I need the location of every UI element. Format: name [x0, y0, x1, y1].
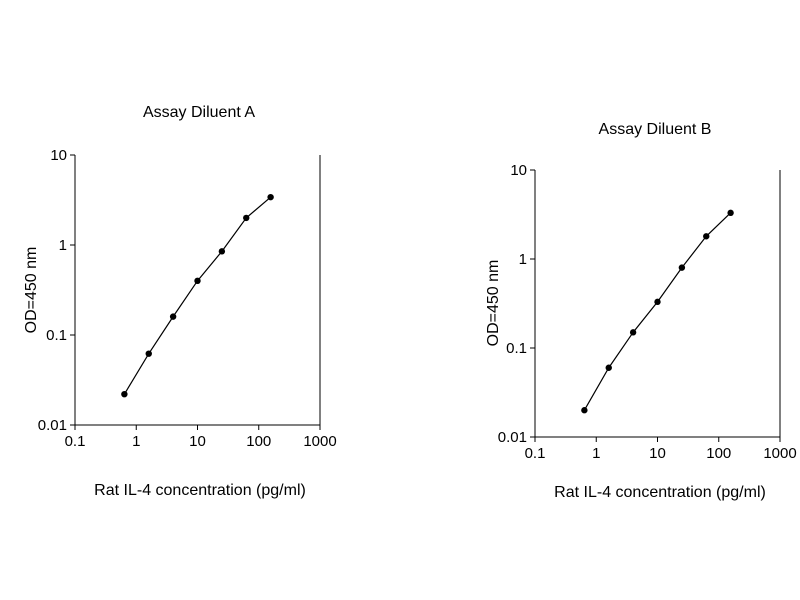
y-tick-label: 1 — [59, 237, 67, 254]
y-tick-label: 1 — [519, 251, 527, 268]
data-point-marker — [678, 264, 686, 271]
data-point-marker — [654, 298, 661, 306]
data-point-marker — [727, 209, 734, 217]
x-tick-label: 1 — [592, 445, 600, 462]
y-tick-label: 0.1 — [46, 327, 67, 344]
y-axis-label: OD=450 nm — [23, 247, 40, 334]
x-tick-label: 100 — [706, 445, 731, 462]
data-point-marker — [243, 214, 250, 222]
y-tick-label: 0.01 — [38, 417, 67, 434]
y-tick-label: 10 — [510, 162, 527, 179]
x-tick-label: 10 — [649, 445, 666, 462]
x-axis-label: Rat IL-4 concentration (pg/ml) — [94, 482, 306, 499]
x-tick-label: 1000 — [763, 445, 796, 462]
y-tick-label: 0.1 — [506, 340, 527, 357]
data-point-marker — [703, 233, 710, 240]
data-point-marker — [605, 364, 612, 371]
standard-curve-line — [583, 212, 732, 411]
x-tick-label: 1 — [132, 433, 140, 450]
chart-assay-diluent-a: Assay Diluent A OD=450 nm Rat IL-4 conce… — [23, 104, 337, 499]
y-tick-label: 0.01 — [498, 429, 527, 446]
x-tick-label: 1000 — [303, 433, 336, 450]
data-point-marker — [218, 248, 226, 255]
data-point-marker — [145, 350, 152, 357]
data-point-marker — [629, 329, 637, 336]
chart-title: Assay Diluent B — [599, 121, 712, 138]
chart-title: Assay Diluent A — [143, 104, 255, 121]
data-point-marker — [121, 390, 128, 398]
x-tick-label: 0.1 — [525, 445, 546, 462]
y-tick-label: 10 — [50, 147, 67, 164]
data-point-marker — [267, 193, 274, 201]
data-point-marker — [169, 313, 177, 320]
x-axis-label: Rat IL-4 concentration (pg/ml) — [554, 484, 766, 501]
y-axis-label: OD=450 nm — [485, 260, 502, 347]
data-point-marker — [194, 277, 201, 285]
x-tick-label: 100 — [246, 433, 271, 450]
standard-curve-line — [123, 196, 272, 395]
x-tick-label: 0.1 — [65, 433, 86, 450]
chart-assay-diluent-b: Assay Diluent B OD=450 nm Rat IL-4 conce… — [485, 121, 797, 501]
x-tick-label: 10 — [189, 433, 206, 450]
data-point-marker — [581, 407, 588, 414]
